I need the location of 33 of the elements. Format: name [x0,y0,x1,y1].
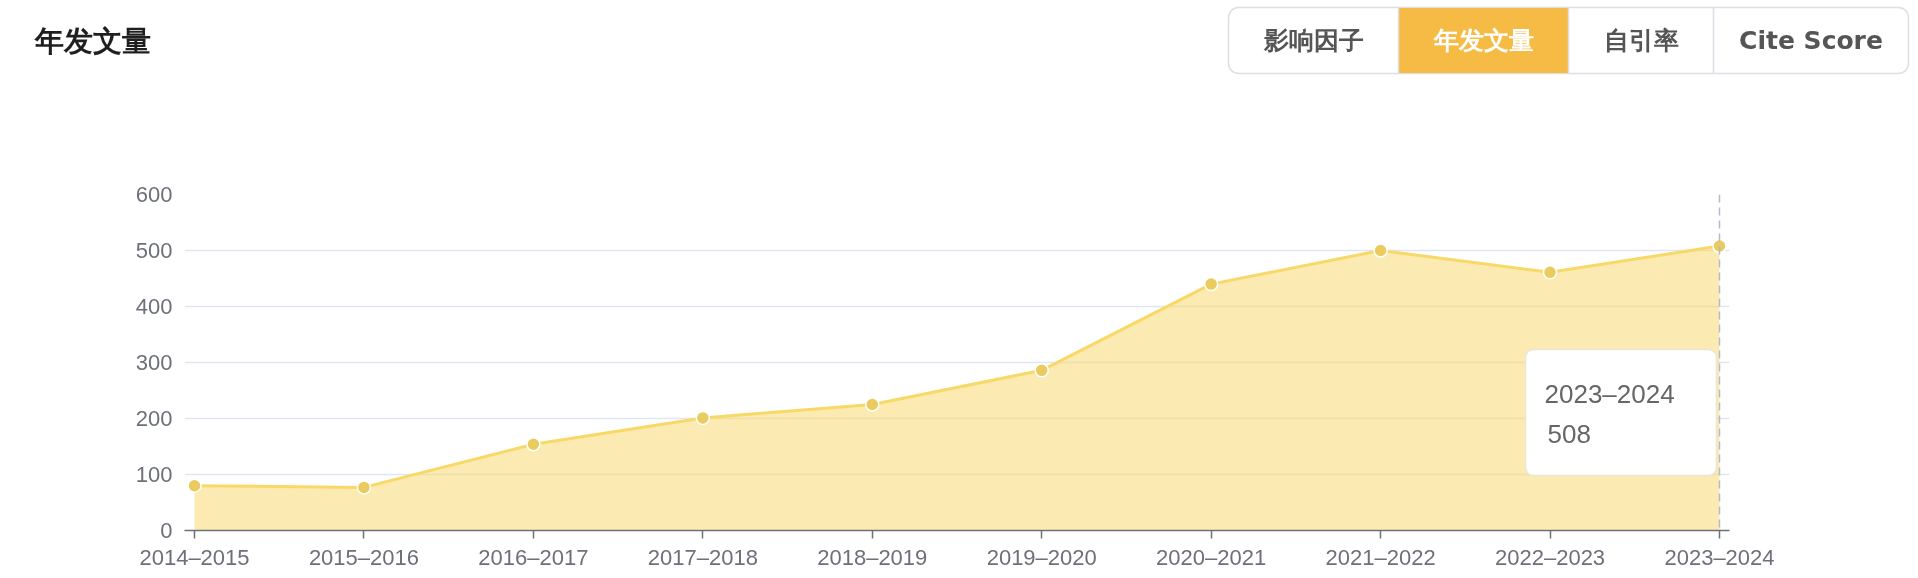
text: 自引率 [1603,26,1679,55]
point [1034,363,1049,378]
x-tick-label: 2019–2020 [986,544,1097,570]
point [1712,238,1727,254]
text: 年发文量 [1432,26,1534,55]
chart-title: 年发文量 [33,23,151,58]
point [187,478,202,493]
y-tick-label: 600 [135,182,173,207]
y-tick-label: 300 [135,350,173,375]
y-tick-label: 0 [160,518,173,543]
point [1373,243,1388,258]
y-tick-label: 100 [135,462,173,487]
y-tick-label: 400 [135,294,173,319]
x-tick-label: 2018–2019 [817,544,928,570]
x-tick-label: 2017–2018 [647,544,758,570]
x-tick-label: 2016–2017 [478,544,589,570]
x-tick-label: 2015–2016 [308,544,420,570]
point [526,437,541,452]
point [865,397,880,412]
ref-line-label: 2023–2024 508 [1544,378,1675,449]
x-tick-label: 2022–2023 [1495,544,1606,570]
x-tick-label: 2023–2024 [1664,544,1775,570]
x-tick-label: 2021–2022 [1325,544,1436,570]
y-tick-label: 500 [135,238,173,263]
x-tick-label: 2020–2021 [1156,544,1267,570]
text: Cite Score [1739,26,1883,55]
point [356,480,372,495]
y-tick-label: 200 [135,406,173,431]
point [1203,276,1219,292]
point [695,410,711,426]
text: 影响因子 [1262,26,1364,55]
x-tick-label: 2014–2015 [139,544,250,570]
point [1542,265,1558,280]
